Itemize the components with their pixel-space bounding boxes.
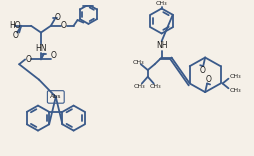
Text: O: O: [198, 66, 204, 75]
FancyBboxPatch shape: [47, 91, 64, 103]
Text: CH₃: CH₃: [149, 84, 161, 89]
Text: HO: HO: [9, 21, 21, 30]
Text: O: O: [12, 31, 18, 40]
Text: CH₃: CH₃: [134, 84, 145, 89]
Text: NH: NH: [155, 41, 167, 51]
Text: O: O: [51, 51, 57, 60]
Text: O: O: [55, 13, 60, 22]
Text: CH₃: CH₃: [229, 74, 240, 79]
Text: O: O: [25, 55, 31, 64]
Text: CH₃: CH₃: [155, 1, 167, 6]
Text: HN: HN: [35, 44, 46, 53]
Text: Abs: Abs: [50, 94, 61, 99]
Text: CH₃: CH₃: [133, 60, 144, 65]
Text: CH₃: CH₃: [229, 88, 240, 93]
Text: O: O: [60, 21, 66, 30]
Text: O: O: [204, 75, 210, 84]
